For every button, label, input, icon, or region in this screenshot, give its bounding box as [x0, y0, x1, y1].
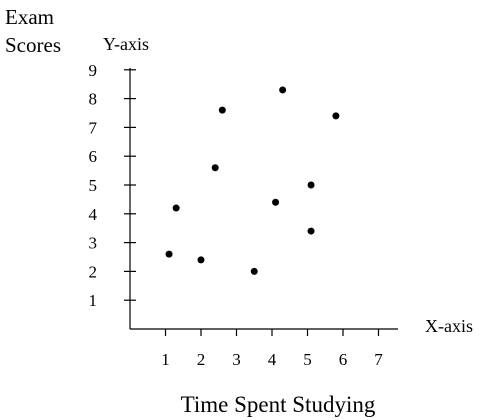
x-tick-label: 4	[268, 350, 277, 369]
axes	[129, 68, 398, 330]
data-point	[307, 181, 315, 189]
x-axis-title: Time Spent Studying	[181, 392, 376, 417]
data-point	[307, 227, 315, 235]
y-tick-label: 4	[89, 205, 98, 224]
y-tick-label: 7	[89, 118, 98, 137]
data-point	[250, 267, 258, 275]
data-points	[165, 86, 340, 275]
data-point	[332, 112, 340, 120]
ticks: 1 2 3 4 5 6 7 1 2 3 4 5 6 7 8 9	[89, 61, 384, 369]
x-tick-label: 3	[232, 350, 241, 369]
y-axis-title-line2: Scores	[5, 33, 61, 57]
y-axis-title-line1: Exam	[5, 5, 54, 29]
data-point	[197, 256, 205, 264]
x-tick-label: 6	[339, 350, 348, 369]
y-tick-label: 2	[89, 262, 98, 281]
y-tick-label: 3	[89, 234, 98, 253]
data-point	[218, 106, 226, 114]
data-point	[211, 164, 219, 172]
y-tick-label: 8	[89, 90, 98, 109]
data-point	[165, 250, 173, 258]
y-tick-label: 1	[89, 291, 98, 310]
x-tick-label: 5	[303, 350, 312, 369]
data-point	[279, 86, 287, 94]
x-tick-label: 2	[197, 350, 206, 369]
x-tick-label: 1	[161, 350, 170, 369]
y-tick-label: 9	[89, 61, 98, 80]
data-point	[272, 198, 280, 206]
x-axis-tag: X-axis	[425, 316, 473, 336]
y-tick-label: 5	[89, 176, 98, 195]
x-tick-label: 7	[374, 350, 383, 369]
y-axis-tag: Y-axis	[103, 34, 149, 54]
data-point	[172, 204, 180, 212]
y-tick-label: 6	[89, 147, 98, 166]
